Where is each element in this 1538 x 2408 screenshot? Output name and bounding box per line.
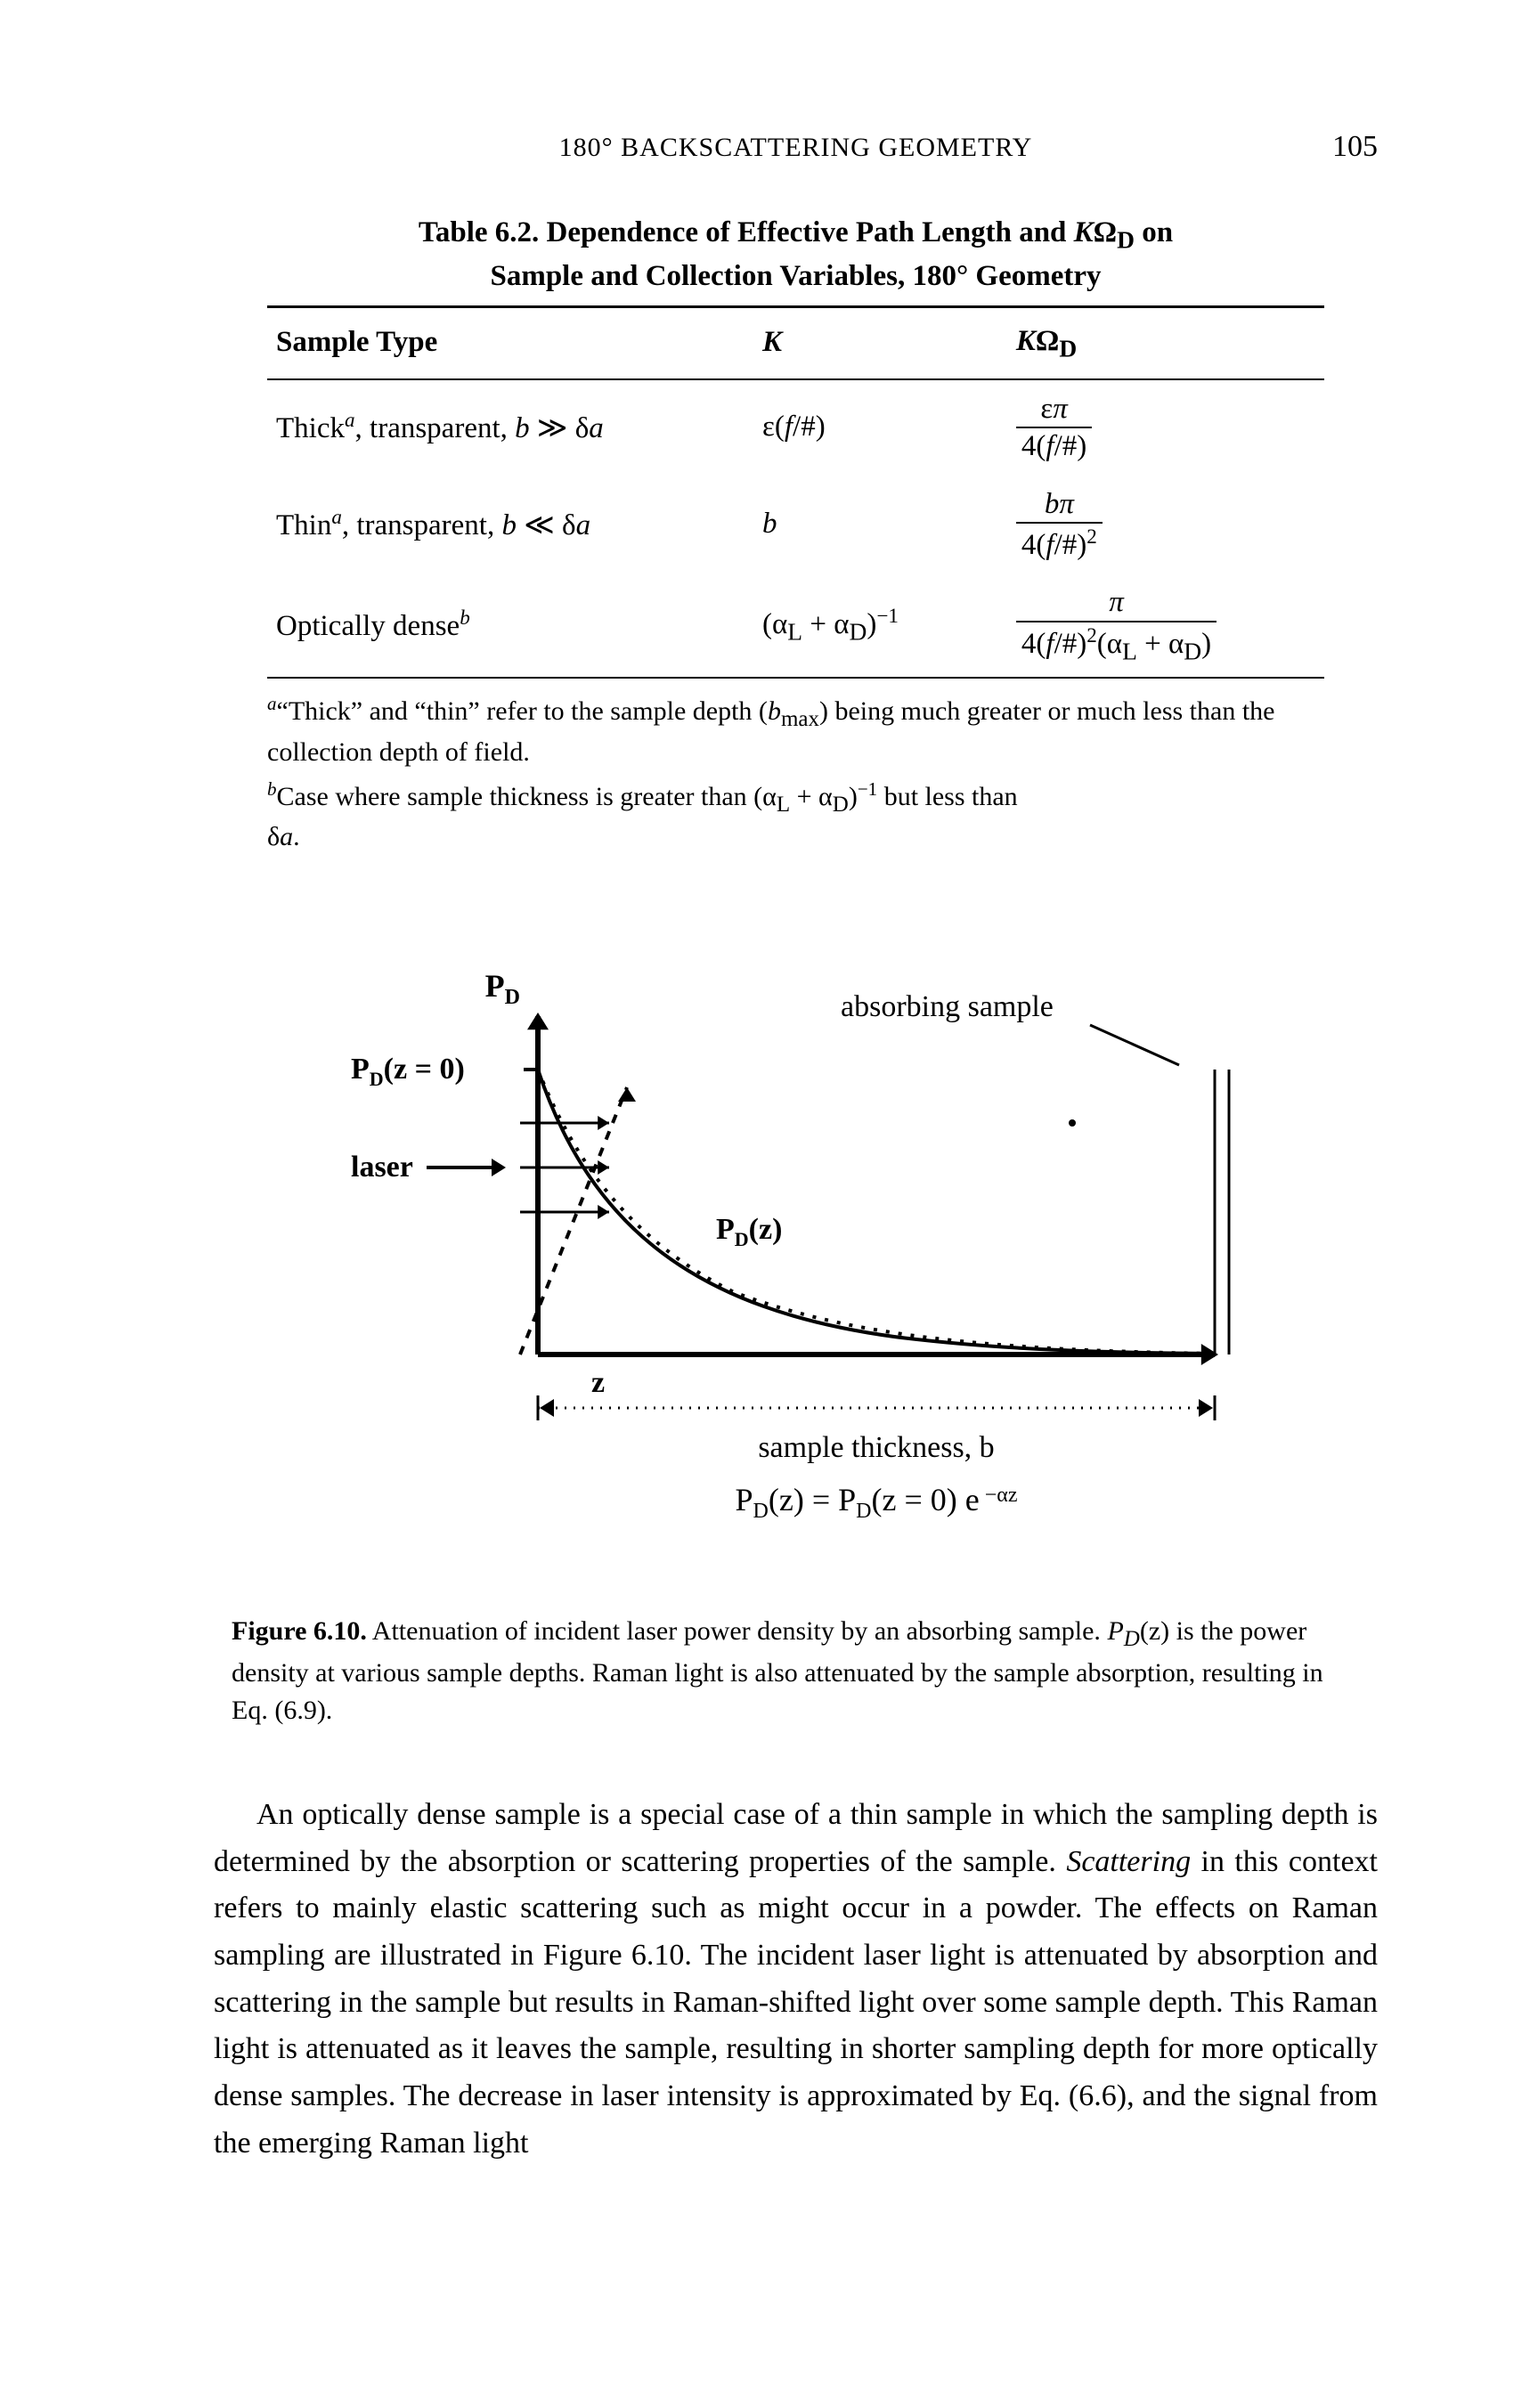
cell-k-omega-d: bπ4(f/#)2 [1007, 476, 1324, 574]
cell-k: b [753, 476, 1007, 574]
svg-text:z: z [591, 1366, 605, 1399]
figure-svg: laser absorbing sample PD PD(z = 0) PD(z) z sa… [271, 909, 1322, 1586]
svg-text:PD(z): PD(z) [716, 1213, 782, 1250]
cell-k: (αL + αD)−1 [753, 574, 1007, 678]
table-row: Thina, transparent, b ≪ δabbπ4(f/#)2 [267, 476, 1324, 574]
table-caption-line2: Sample and Collection Variables, 180° Ge… [490, 260, 1101, 292]
body-text: An optically dense sample is a special c… [214, 1792, 1378, 2168]
th-k: K [753, 306, 1007, 379]
svg-text:absorbing sample: absorbing sample [841, 990, 1054, 1023]
table-row: Thicka, transparent, b ≫ δaε(f/#)επ4(f/#… [267, 379, 1324, 476]
svg-text:PD: PD [484, 968, 519, 1009]
footnote-a: a“Thick” and “thin” refer to the sample … [267, 691, 1324, 770]
cell-sample-type: Thina, transparent, b ≪ δa [267, 476, 753, 574]
cell-sample-type: Optically denseb [267, 574, 753, 678]
page: 180° BACKSCATTERING GEOMETRY 105 Table 6… [0, 0, 1538, 2408]
running-title: 180° BACKSCATTERING GEOMETRY [321, 128, 1271, 167]
body-paragraph: An optically dense sample is a special c… [214, 1792, 1378, 2168]
table-caption: Table 6.2. Dependence of Effective Path … [249, 213, 1342, 296]
table-wrap: Sample Type K KΩD Thicka, transparent, b… [267, 305, 1324, 679]
svg-text:PD(z = 0): PD(z = 0) [351, 1053, 465, 1090]
svg-text:sample thickness, b: sample thickness, b [758, 1431, 994, 1464]
figure-caption: Figure 6.10. Attenuation of incident las… [232, 1613, 1360, 1729]
th-sample-type: Sample Type [267, 306, 753, 379]
table-footnotes: a“Thick” and “thin” refer to the sample … [267, 691, 1324, 856]
table-row: Optically denseb(αL + αD)−1π4(f/#)2(αL +… [267, 574, 1324, 678]
table-caption-line1: Table 6.2. Dependence of Effective Path … [419, 216, 1173, 248]
running-head: 180° BACKSCATTERING GEOMETRY 105 [214, 125, 1378, 168]
th-k-omega-d: KΩD [1007, 306, 1324, 379]
cell-k-omega-d: επ4(f/#) [1007, 379, 1324, 476]
figure-label: Figure 6.10. [232, 1616, 367, 1646]
table-header-row: Sample Type K KΩD [267, 306, 1324, 379]
footnote-b: bCase where sample thickness is greater … [267, 777, 1324, 856]
cell-sample-type: Thicka, transparent, b ≫ δa [267, 379, 753, 476]
cell-k-omega-d: π4(f/#)2(αL + αD) [1007, 574, 1324, 678]
page-number: 105 [1271, 125, 1378, 168]
cell-k: ε(f/#) [753, 379, 1007, 476]
dependence-table: Sample Type K KΩD Thicka, transparent, b… [267, 305, 1324, 679]
svg-text:PD(z) = PD(z = 0) e −αz: PD(z) = PD(z = 0) e −αz [735, 1482, 1017, 1523]
figure-caption-text: Attenuation of incident laser power dens… [232, 1616, 1323, 1725]
svg-text:laser: laser [351, 1151, 413, 1184]
figure-6-10: laser absorbing sample PD PD(z = 0) PD(z) z sa… [271, 909, 1322, 1586]
